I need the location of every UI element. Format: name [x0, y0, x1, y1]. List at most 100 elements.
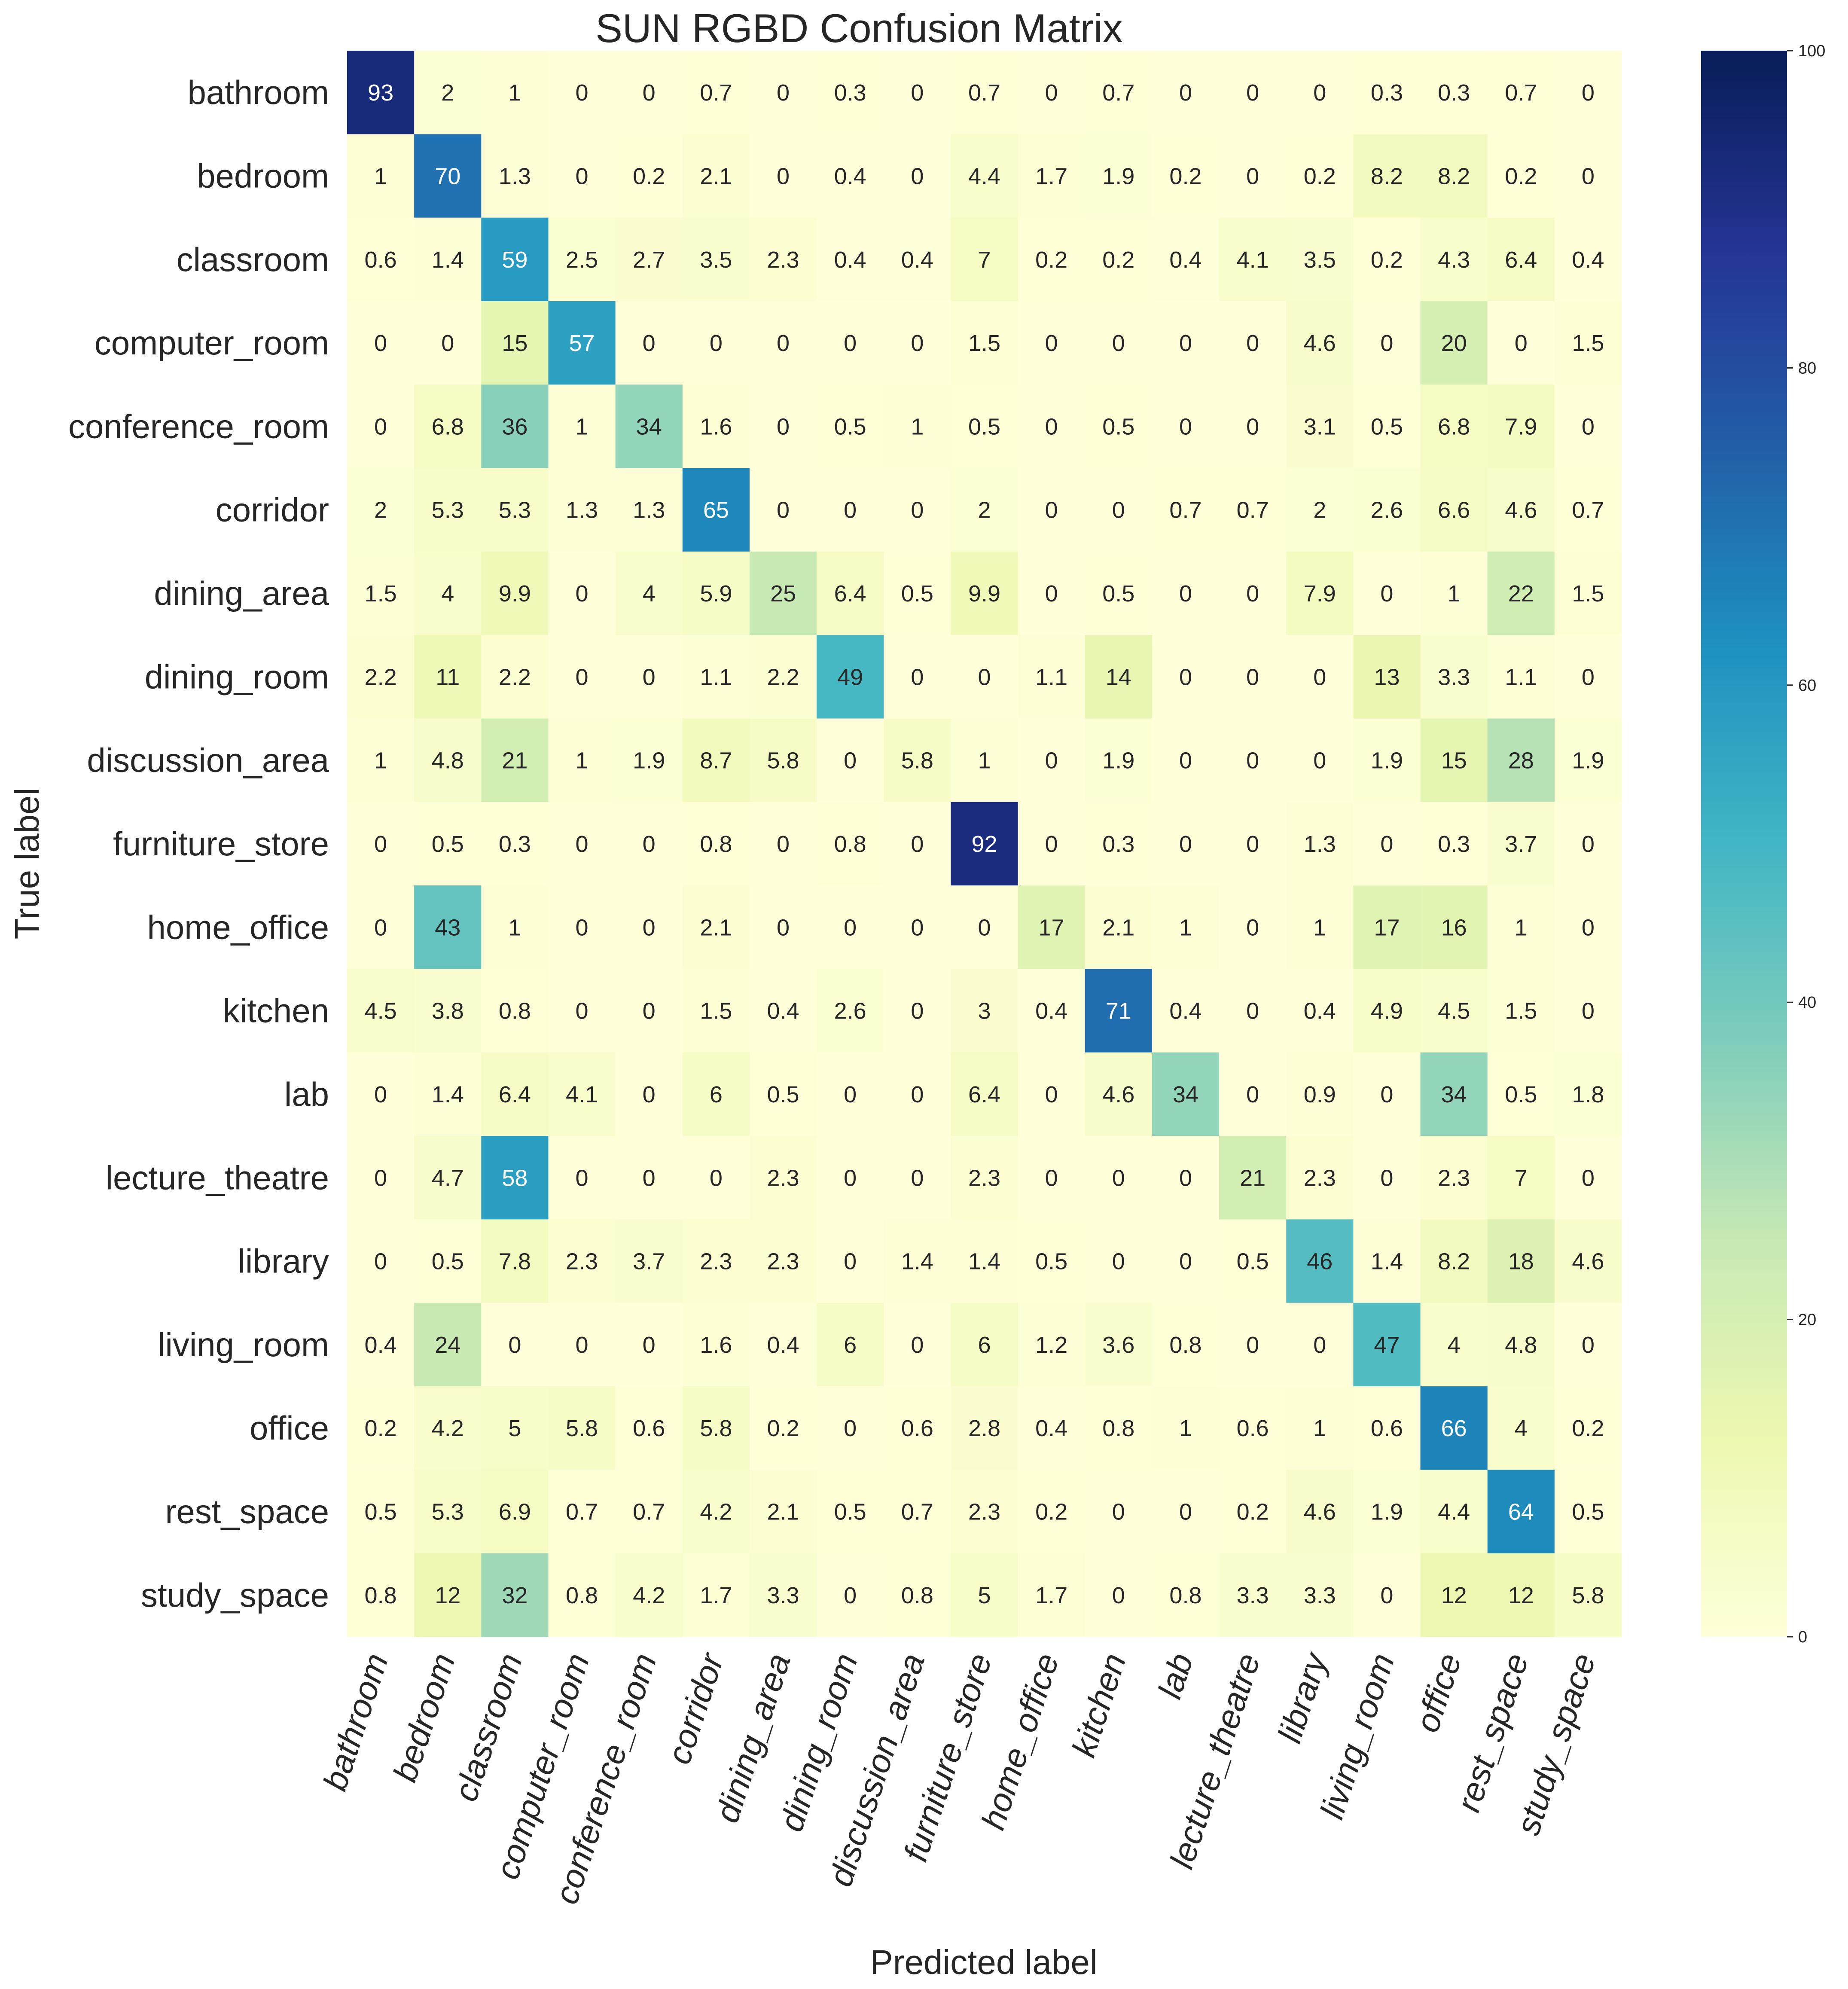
cell-value: 0 — [374, 1249, 387, 1275]
cell-value: 8.2 — [1438, 1249, 1470, 1275]
cell-value: 0 — [911, 1165, 924, 1191]
cell-value: 4.4 — [968, 163, 1000, 189]
colorbar-tick-label: 20 — [1798, 1311, 1816, 1329]
cell-value: 0 — [1179, 831, 1192, 857]
cell-value: 4.6 — [1304, 330, 1336, 356]
cell-value: 1.9 — [1572, 748, 1604, 774]
colorbar-tick-label: 80 — [1798, 359, 1816, 377]
cell-value: 0.2 — [1169, 163, 1202, 189]
cell-value: 4.2 — [432, 1415, 464, 1441]
cell-value: 0.3 — [834, 80, 866, 106]
cell-value: 1 — [911, 414, 924, 439]
cell-value: 0.4 — [834, 163, 866, 189]
cell-value: 0.8 — [901, 1583, 933, 1608]
cell-value: 0 — [1045, 330, 1058, 356]
cell-value: 0.3 — [1438, 80, 1470, 106]
cell-value: 1.9 — [1371, 1499, 1403, 1525]
y-tick-label: kitchen — [223, 992, 329, 1030]
cell-value: 1.4 — [432, 1082, 464, 1107]
cell-value: 0.5 — [834, 414, 866, 439]
cell-value: 0.4 — [1035, 998, 1067, 1024]
cell-value: 4.2 — [700, 1499, 732, 1525]
cell-value: 0 — [777, 497, 790, 523]
cell-value: 6.8 — [1438, 414, 1470, 439]
cell-value: 1.5 — [365, 581, 397, 607]
cell-value: 0 — [1045, 748, 1058, 774]
cell-value: 0 — [1246, 748, 1259, 774]
cell-value: 0 — [844, 1249, 857, 1275]
cell-value: 0.4 — [767, 998, 799, 1024]
cell-value: 1 — [1448, 581, 1461, 607]
cell-value: 0 — [1582, 831, 1595, 857]
cell-value: 70 — [435, 163, 460, 189]
cell-value: 2.3 — [1438, 1165, 1470, 1191]
y-tick-label: office — [250, 1409, 329, 1447]
x-tick-label: library — [1270, 1647, 1335, 1747]
cell-value: 3.7 — [1505, 831, 1537, 857]
cell-value: 1 — [1313, 1415, 1326, 1441]
y-tick-label: home_office — [147, 908, 329, 946]
cell-value: 0.5 — [1237, 1249, 1269, 1275]
cell-value: 2.3 — [566, 1249, 598, 1275]
cell-value: 4.8 — [432, 748, 464, 774]
y-tick-label: furniture_store — [113, 825, 329, 863]
cell-value: 1.4 — [1371, 1249, 1403, 1275]
cell-value: 0 — [1045, 1082, 1058, 1107]
cell-value: 0.7 — [1505, 80, 1537, 106]
cell-value: 0 — [978, 664, 991, 690]
cell-value: 6.6 — [1438, 497, 1470, 523]
cell-value: 1 — [508, 80, 521, 106]
cell-value: 0 — [1179, 80, 1192, 106]
cell-value: 0 — [576, 831, 589, 857]
cell-value: 0 — [1179, 414, 1192, 439]
cell-value: 0 — [844, 915, 857, 940]
cell-value: 3.5 — [1304, 247, 1336, 273]
cell-value: 0 — [643, 1332, 656, 1358]
cell-value: 0 — [978, 915, 991, 940]
cell-value: 7.9 — [1304, 581, 1336, 607]
cell-value: 0.2 — [365, 1415, 397, 1441]
cell-value: 93 — [368, 80, 393, 106]
cell-value: 0 — [911, 163, 924, 189]
cell-value: 1.3 — [566, 497, 598, 523]
cell-value: 0.5 — [901, 581, 933, 607]
cell-value: 7.9 — [1505, 414, 1537, 439]
y-tick-label: discussion_area — [87, 741, 329, 779]
y-tick-label: library — [238, 1242, 329, 1280]
cell-value: 2.2 — [365, 664, 397, 690]
cell-value: 0 — [911, 497, 924, 523]
y-tick-label: computer_room — [95, 324, 329, 362]
cell-value: 0.8 — [1169, 1583, 1202, 1608]
cell-value: 0 — [1112, 1583, 1125, 1608]
cell-value: 0 — [1582, 163, 1595, 189]
cell-value: 7 — [978, 247, 991, 273]
cell-value: 18 — [1508, 1249, 1534, 1275]
cell-value: 71 — [1106, 998, 1131, 1024]
cell-value: 32 — [502, 1583, 528, 1608]
cell-value: 0 — [1246, 414, 1259, 439]
cell-value: 1 — [1313, 915, 1326, 940]
cell-value: 0 — [911, 664, 924, 690]
cell-value: 0.2 — [1371, 247, 1403, 273]
cell-value: 0.2 — [633, 163, 665, 189]
cell-value: 1 — [978, 748, 991, 774]
cell-value: 2.1 — [767, 1499, 799, 1525]
cell-value: 1 — [1179, 915, 1192, 940]
cell-value: 0.2 — [767, 1415, 799, 1441]
cell-value: 4.2 — [633, 1583, 665, 1608]
cell-value: 0.5 — [1102, 581, 1134, 607]
cell-value: 0 — [374, 1165, 387, 1191]
cell-value: 6.4 — [499, 1082, 531, 1107]
cell-value: 0 — [374, 831, 387, 857]
cell-value: 0.8 — [700, 831, 732, 857]
cell-value: 0 — [1179, 748, 1192, 774]
cell-value: 2.7 — [633, 247, 665, 273]
cell-value: 2.3 — [1304, 1165, 1336, 1191]
cell-value: 0.7 — [700, 80, 732, 106]
cell-value: 1.5 — [1572, 330, 1604, 356]
cell-value: 0.4 — [901, 247, 933, 273]
cell-value: 0 — [374, 414, 387, 439]
y-tick-label: living_room — [158, 1326, 329, 1364]
cell-value: 0 — [1045, 1165, 1058, 1191]
cell-value: 28 — [1508, 748, 1534, 774]
